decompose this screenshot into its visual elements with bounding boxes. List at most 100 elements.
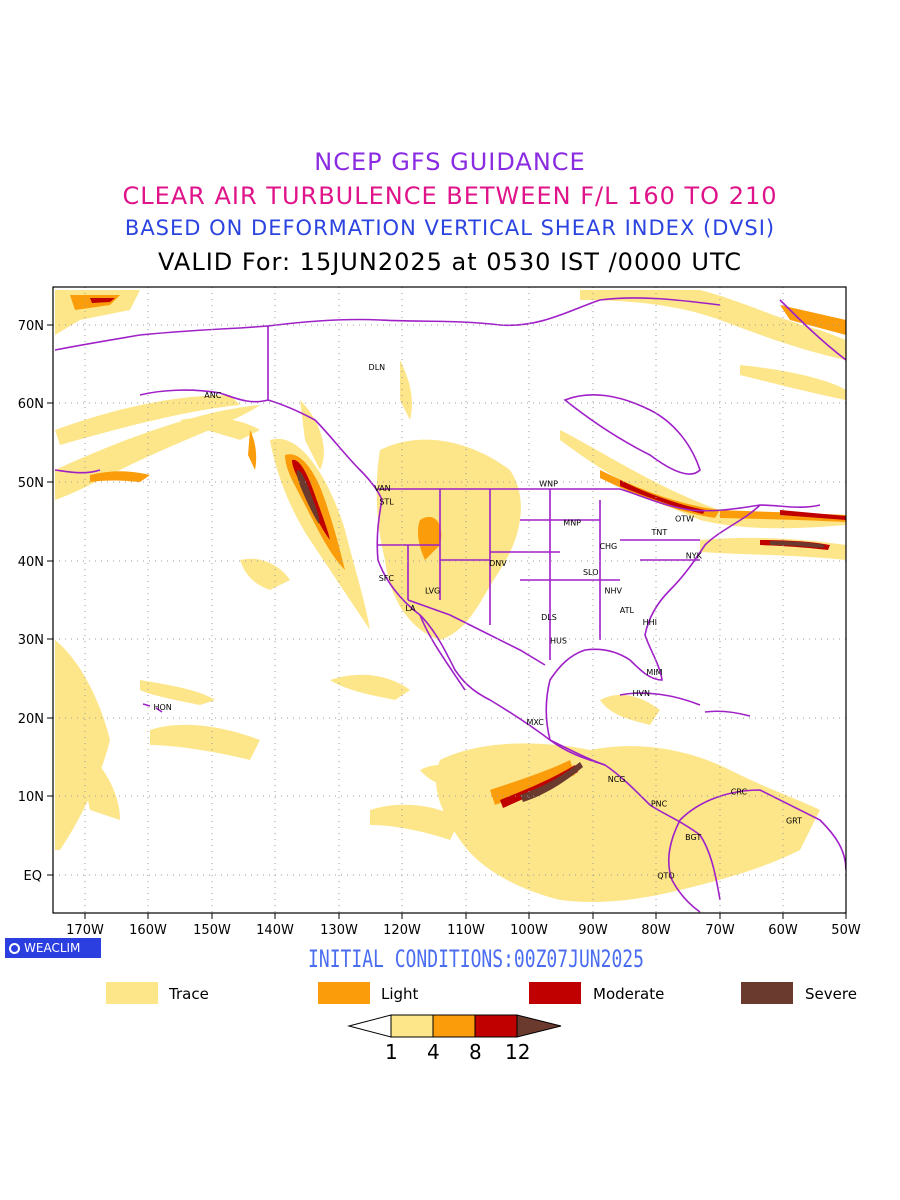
city-label-otw: OTW: [675, 515, 694, 524]
lat-label: 60N: [18, 397, 44, 412]
legend-trace-swatch: [106, 982, 158, 1004]
colorbar-tick: 1: [385, 1040, 398, 1064]
city-label-chg: CHG: [599, 542, 617, 551]
city-label-hus: HUS: [550, 637, 567, 646]
lon-label: 50W: [831, 923, 861, 938]
aleutians: [54, 469, 101, 474]
legend-moderate-swatch: [529, 982, 581, 1004]
city-label-van: VAN: [374, 484, 390, 493]
city-label-mxc: MXC: [527, 718, 545, 727]
city-label-slo: SLO: [583, 568, 599, 577]
city-label-hon: HON: [153, 703, 171, 712]
lon-label: 140W: [256, 923, 294, 938]
city-label-stl: STL: [379, 497, 394, 506]
lat-label: 50N: [18, 476, 44, 491]
city-label-grt: GRT: [786, 817, 802, 826]
central-america: [549, 739, 606, 766]
title-product: CLEAR AIR TURBULENCE BETWEEN F/L 160 TO …: [122, 182, 778, 210]
us-canada-border: [378, 488, 821, 512]
legend-severe-label: Severe: [805, 985, 857, 1003]
map-frame: [52, 286, 847, 914]
colorbar-low-arrow: [347, 1014, 392, 1038]
colorbar-moderate-segment: [474, 1014, 518, 1038]
city-labels: ANC DLN VAN STL WNP OTW MNP TNT CHG NYK DNV SFC SLO L…: [153, 363, 802, 881]
city-label-anc: ANC: [204, 391, 221, 400]
city-label-bgt: BGT: [685, 833, 701, 842]
longitude-labels: 170W 160W 150W 140W 130W 120W 110W 100W …: [66, 923, 861, 938]
us-mexico-border: [407, 599, 546, 666]
city-label-dls: DLS: [541, 613, 557, 622]
east-gulf-coastline: [545, 504, 761, 741]
city-label-mim: MIM: [646, 668, 662, 677]
us-state-lines: [378, 489, 700, 660]
baja-california: [419, 614, 466, 691]
hawaii: [142, 703, 163, 713]
lon-label: 120W: [383, 923, 421, 938]
city-label-pnc: PNC: [651, 799, 668, 808]
city-label-ncg: NCG: [608, 775, 626, 784]
lon-label: 170W: [66, 923, 104, 938]
city-label-hvn: HVN: [632, 689, 649, 698]
west-coastline: [54, 325, 721, 901]
lon-label: 70W: [705, 923, 735, 938]
colorbar-tick: 8: [469, 1040, 482, 1064]
weaclim-logo: WEACLIM: [5, 938, 101, 958]
lon-label: 110W: [447, 923, 485, 938]
colorbar: [347, 1014, 562, 1038]
city-label-sfc: SFC: [379, 574, 395, 583]
lon-label: 150W: [193, 923, 231, 938]
initial-conditions: INITIAL CONDITIONS:00Z07JUN2025: [308, 945, 644, 973]
tick-marks: [47, 324, 847, 919]
city-label-tnt: TNT: [650, 528, 667, 537]
colorbar-light-segment: [432, 1014, 476, 1038]
city-label-hhi: HHI: [643, 618, 657, 627]
lon-label: 80W: [641, 923, 671, 938]
arctic-coastline: [267, 297, 721, 327]
cuba: [619, 692, 701, 706]
colorbar-tick: 12: [505, 1040, 531, 1064]
city-label-dnv: DNV: [489, 559, 507, 568]
alaska-south-coast: [139, 389, 269, 403]
lat-label: 30N: [18, 633, 44, 648]
legend-trace-label: Trace: [169, 985, 209, 1003]
lon-label: 130W: [320, 923, 358, 938]
lat-label: 40N: [18, 555, 44, 570]
city-label-mnp: MNP: [563, 519, 581, 528]
south-america-coast: [667, 789, 846, 913]
city-label-qto: QTO: [657, 871, 674, 880]
lon-label: 60W: [768, 923, 798, 938]
logo-circle-icon: [9, 942, 20, 954]
colorbar-tick: 4: [427, 1040, 440, 1064]
city-label-nhv: NHV: [605, 587, 623, 596]
hudson-bay: [563, 394, 701, 475]
colorbar-high-arrow: [516, 1014, 562, 1038]
turbulence-field: [55, 290, 846, 902]
lon-label: 90W: [578, 923, 608, 938]
city-label-dln: DLN: [369, 363, 386, 372]
city-label-wnp: WNP: [539, 479, 558, 488]
legend-severe-swatch: [741, 982, 793, 1004]
lon-label: 100W: [510, 923, 548, 938]
lat-label: 20N: [18, 712, 44, 727]
greenland-coast: [779, 299, 846, 361]
graticule: [53, 287, 846, 913]
severe-areas: [296, 470, 825, 802]
political-boundaries: [54, 297, 846, 913]
legend-light-label: Light: [381, 985, 419, 1003]
city-label-nyk: NYK: [686, 551, 703, 560]
hispaniola: [704, 710, 751, 717]
city-label-atl: ATL: [620, 606, 635, 615]
lat-label: 70N: [18, 319, 44, 334]
lat-label: 10N: [18, 790, 44, 805]
logo-text: WEACLIM: [24, 941, 81, 955]
title-model: NCEP GFS GUIDANCE: [314, 148, 586, 176]
city-label-crc: CRC: [731, 788, 748, 797]
city-label-la: LA: [405, 604, 416, 613]
legend-moderate-label: Moderate: [593, 985, 665, 1003]
title-method: BASED ON DEFORMATION VERTICAL SHEAR INDE…: [124, 216, 776, 240]
legend-light-swatch: [318, 982, 370, 1004]
lat-label: EQ: [24, 869, 42, 884]
colorbar-trace-segment: [390, 1014, 434, 1038]
title-valid-time: VALID For: 15JUN2025 at 0530 IST /0000 U…: [158, 248, 742, 276]
